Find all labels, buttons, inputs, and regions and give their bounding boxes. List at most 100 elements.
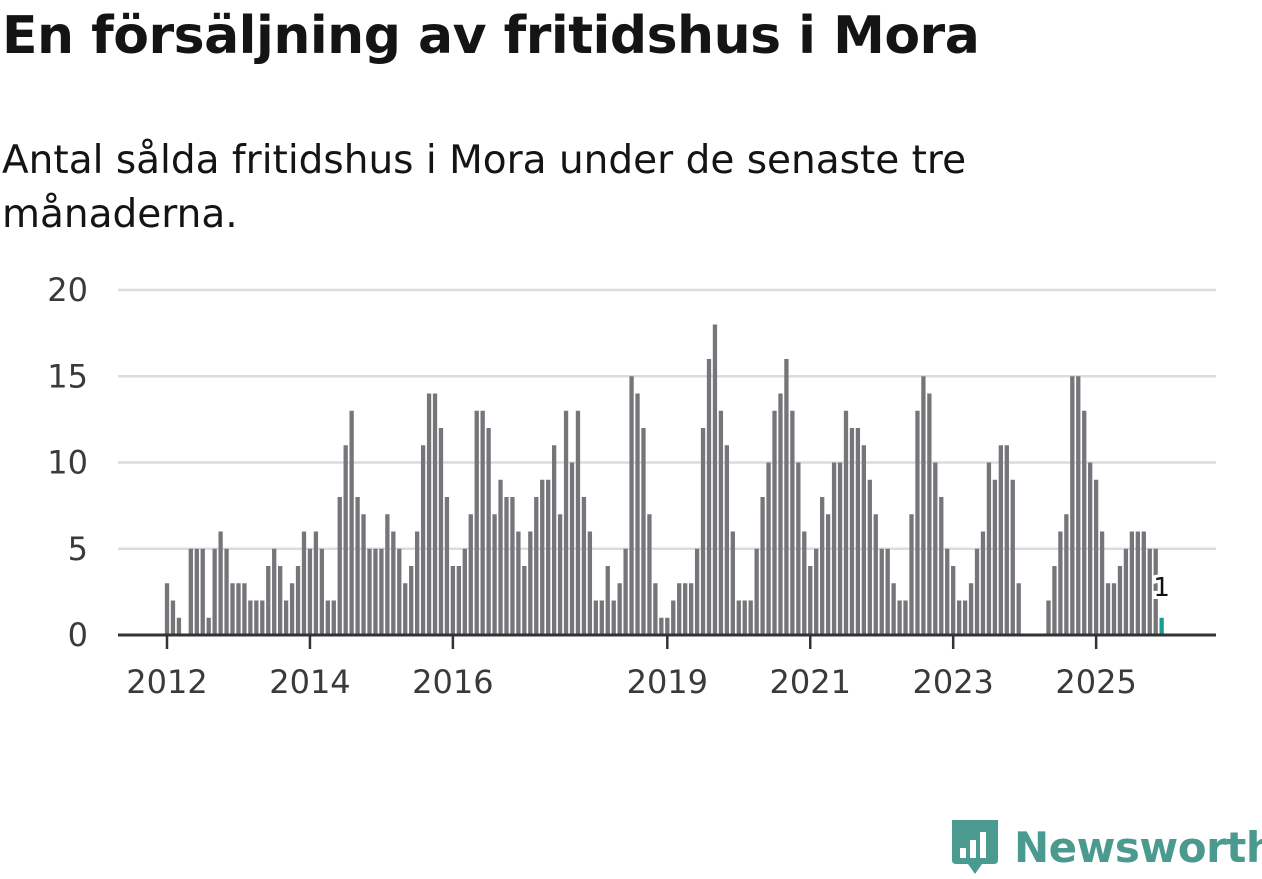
bar xyxy=(974,548,980,635)
bar xyxy=(355,497,360,635)
bar xyxy=(891,583,896,635)
bar xyxy=(1016,583,1021,635)
bar xyxy=(492,514,497,635)
x-axis: 2012 2014 2016 2019 2021 2023 2025 xyxy=(118,633,1216,701)
bar xyxy=(194,548,199,635)
bar xyxy=(236,583,241,635)
bar xyxy=(516,531,521,635)
bar xyxy=(1129,531,1135,635)
bar xyxy=(885,548,890,635)
bar xyxy=(903,600,908,635)
bar xyxy=(1141,531,1146,635)
bar xyxy=(367,548,372,635)
bar xyxy=(1105,583,1111,635)
bar xyxy=(861,445,867,635)
bar xyxy=(825,514,831,635)
bar xyxy=(897,600,902,635)
bar xyxy=(1123,548,1129,635)
bar xyxy=(432,393,438,635)
bar xyxy=(933,462,938,635)
bar xyxy=(504,497,509,635)
bar xyxy=(688,583,694,635)
bar xyxy=(438,428,444,635)
bar xyxy=(1070,376,1075,635)
bar xyxy=(1088,462,1093,635)
bar xyxy=(945,548,950,635)
bar xyxy=(951,566,956,635)
bar xyxy=(1111,583,1117,635)
bar xyxy=(575,410,581,635)
bar xyxy=(385,514,390,635)
y-tick-label: 15 xyxy=(47,357,88,395)
bar xyxy=(206,617,211,635)
bar xyxy=(1076,376,1081,635)
bar xyxy=(283,600,289,635)
bar xyxy=(313,531,319,635)
bar xyxy=(867,479,872,635)
bar xyxy=(307,548,313,635)
bar xyxy=(599,600,604,635)
bar xyxy=(724,445,730,635)
bar xyxy=(843,410,849,635)
bar xyxy=(837,462,843,635)
bar xyxy=(629,376,634,635)
newsworthy-logo-text: Newsworthy xyxy=(1014,822,1262,872)
bar xyxy=(766,462,771,635)
bar xyxy=(1010,479,1015,635)
bar xyxy=(331,600,336,635)
annotation: 1 xyxy=(1150,570,1173,606)
bar xyxy=(230,583,235,635)
latest-value-label: 1 xyxy=(1153,573,1170,603)
bar xyxy=(605,566,610,635)
newsworthy-logo-icon xyxy=(952,820,998,874)
bar xyxy=(468,514,473,635)
bar xyxy=(820,497,825,635)
bar xyxy=(992,479,998,635)
bar xyxy=(956,600,962,635)
bar xyxy=(659,617,664,635)
bar xyxy=(772,410,777,635)
y-tick-label: 5 xyxy=(68,530,88,568)
bar xyxy=(301,531,307,635)
bar xyxy=(170,600,176,635)
bar xyxy=(647,514,652,635)
bars xyxy=(164,324,1164,635)
bar xyxy=(694,548,700,635)
bar xyxy=(593,600,598,635)
bar xyxy=(278,566,283,635)
bar xyxy=(540,479,545,635)
bar xyxy=(939,497,944,635)
newsworthy-logo: Newsworthy xyxy=(950,818,1262,876)
x-tick-label: 2025 xyxy=(1055,663,1136,701)
bar xyxy=(641,428,646,635)
bar xyxy=(1135,531,1140,635)
bar xyxy=(498,479,503,635)
bar xyxy=(808,566,813,635)
bar xyxy=(200,548,205,635)
bar xyxy=(486,428,491,635)
bar xyxy=(671,600,676,635)
bar xyxy=(1082,410,1087,635)
bar xyxy=(522,566,527,635)
bar xyxy=(730,531,735,635)
bar xyxy=(1117,566,1123,635)
bar xyxy=(254,600,259,635)
bar xyxy=(534,497,539,635)
bar xyxy=(224,548,229,635)
chart-title: En försäljning av fritidshus i Mora xyxy=(2,6,980,66)
bar xyxy=(962,600,968,635)
bar xyxy=(1058,531,1063,635)
bar xyxy=(563,410,569,635)
bar xyxy=(873,514,878,635)
x-tick-label: 2019 xyxy=(627,663,708,701)
bar xyxy=(1099,531,1105,635)
chart-subtitle: Antal sålda fritidshus i Mora under de s… xyxy=(2,138,967,237)
grid-lines xyxy=(118,288,1216,550)
bar xyxy=(218,531,223,635)
bar xyxy=(611,600,616,635)
bar xyxy=(1064,514,1069,635)
bar xyxy=(1004,445,1009,635)
bar xyxy=(1052,566,1057,635)
bar xyxy=(623,548,628,635)
bar xyxy=(379,548,384,635)
